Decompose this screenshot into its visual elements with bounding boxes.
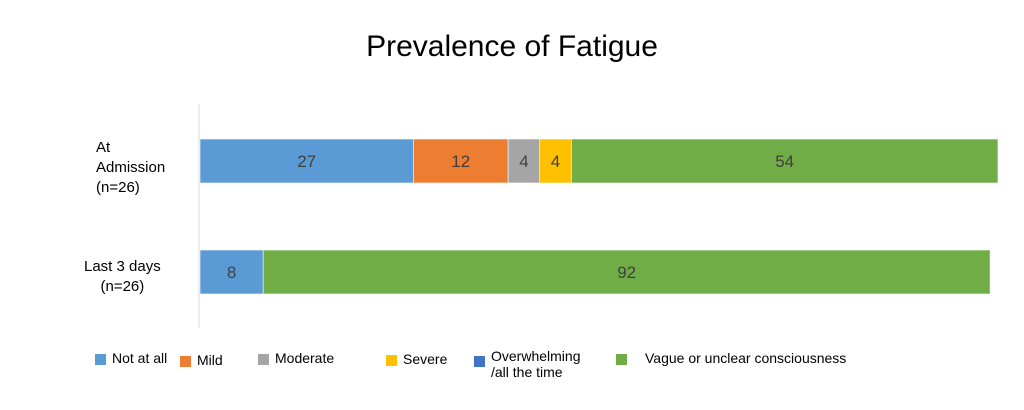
legend-item-mild: Mild: [180, 352, 223, 368]
legend-swatch-mild: [180, 356, 191, 367]
legend-label: Moderate: [275, 350, 335, 366]
chart-title: Prevalence of Fatigue: [366, 30, 658, 63]
bar-value-label: 27: [297, 152, 316, 171]
legend-item-vague: Vague or unclear consciousness: [616, 350, 846, 366]
legend-label: Mild: [197, 352, 223, 368]
category-label-last-3-days: Last 3 days (n=26): [84, 258, 161, 295]
bar-segment: [413, 138, 509, 184]
legend-label: Vague or unclear consciousness: [645, 350, 847, 366]
bar-segment: [539, 138, 572, 184]
bar-value-label: 8: [227, 263, 236, 282]
legend-swatch-vague: [616, 354, 627, 365]
legend-item-moderate: Moderate: [258, 350, 334, 366]
bar-value-label: 12: [451, 152, 470, 171]
bar-value-label: 4: [551, 152, 560, 171]
bar-value-label: 92: [617, 263, 636, 282]
bar-segment: [571, 138, 999, 184]
legend-swatch-overwhelming: [474, 356, 485, 367]
bar-segment: [507, 138, 541, 184]
bar-segment: [262, 249, 991, 295]
legend-label: Severe: [403, 351, 448, 367]
legend-swatch-moderate: [258, 354, 269, 365]
legend-label: Overwhelming /all the time: [491, 348, 581, 380]
legend-item-not-at-all: Not at all: [95, 350, 167, 366]
legend-swatch-not-at-all: [95, 354, 106, 365]
legend-swatch-severe: [386, 355, 397, 366]
bar-segment: [199, 138, 414, 184]
bar-value-label: 4: [519, 152, 528, 171]
bar-segment: [199, 249, 264, 295]
bar-value-label: 54: [775, 152, 794, 171]
legend-item-severe: Severe: [386, 351, 447, 367]
legend-label: Not at all: [112, 350, 168, 366]
legend-item-overwhelming: Overwhelming /all the time: [474, 348, 580, 380]
category-label-at-admission: At Admission (n=26): [96, 139, 166, 196]
